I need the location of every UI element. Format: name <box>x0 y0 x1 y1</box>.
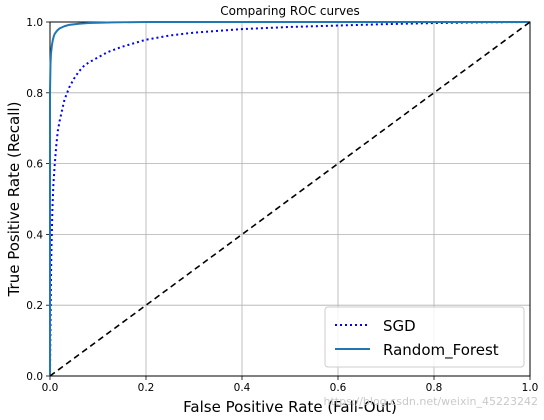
watermark-text: https://blog.csdn.net/weixin_45223242 <box>323 395 538 408</box>
y-axis-label: True Positive Rate (Recall) <box>5 102 23 298</box>
x-axis-label: False Positive Rate (Fall-Out) <box>183 398 397 416</box>
legend-random-forest-label: Random_Forest <box>383 341 499 360</box>
x-tick-label: 0.0 <box>42 382 59 394</box>
sgd-curve <box>49 21 531 377</box>
y-tick-label: 0.6 <box>26 159 43 171</box>
x-tick-label: 0.6 <box>330 382 347 394</box>
y-tick-label: 1.0 <box>26 17 43 29</box>
x-tick-label: 0.4 <box>234 382 251 394</box>
grid-lines <box>49 21 531 377</box>
x-tick-label: 0.8 <box>426 382 443 394</box>
legend-box <box>324 306 525 368</box>
y-tick-label: 0.2 <box>26 300 43 312</box>
data-series <box>49 21 531 377</box>
x-tick-label: 1.0 <box>522 382 539 394</box>
legend: SGD Random_Forest <box>324 306 525 368</box>
y-tick-label: 0.4 <box>26 229 43 241</box>
y-tick-label: 0.0 <box>26 371 43 383</box>
y-tick-label: 0.8 <box>26 88 43 100</box>
legend-sgd-label: SGD <box>383 317 416 335</box>
axis-ticks: 0.0 0.2 0.4 0.6 0.8 1.0 0.0 0.2 0.4 0.6 0.8 1.0 <box>26 17 538 394</box>
x-tick-label: 0.2 <box>138 382 155 394</box>
random-forest-curve <box>49 21 530 376</box>
chart-title: Comparing ROC curves <box>220 4 360 18</box>
